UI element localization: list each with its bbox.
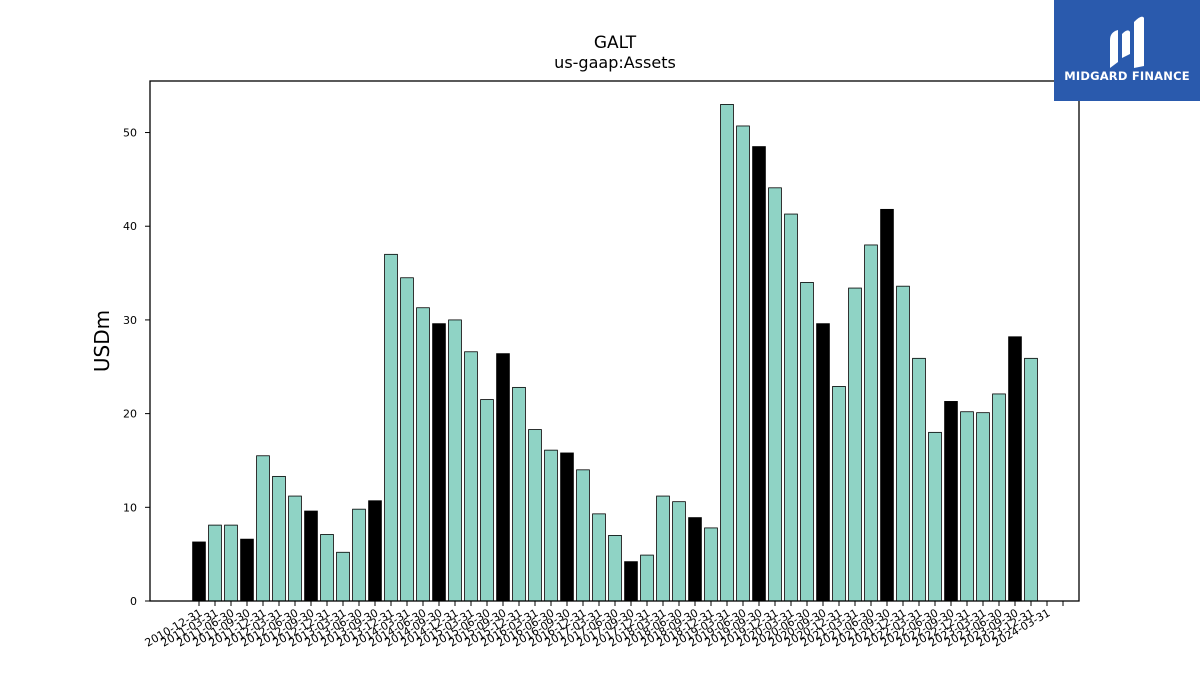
chart-subtitle: us-gaap:Assets — [554, 53, 676, 72]
bar-2016-06-30 — [544, 449, 558, 602]
bar-2023-03-31 — [976, 412, 990, 602]
bar-2022-09-30 — [944, 401, 958, 602]
bar-2013-12-31 — [384, 253, 398, 602]
bar-2011-09-30 — [240, 538, 254, 602]
bars-group — [192, 104, 1038, 602]
bar-2014-06-30 — [416, 307, 430, 602]
y-tick-label: 20 — [123, 408, 137, 421]
bar-2013-09-30 — [368, 500, 382, 602]
midgard-logo-icon — [1110, 16, 1144, 69]
y-tick-label: 10 — [123, 501, 137, 514]
bar-2022-12-31 — [960, 411, 974, 602]
bar-2021-03-31 — [848, 287, 862, 602]
x-axis-ticks: 2010-12-312011-03-312011-06-302011-09-30… — [143, 601, 1064, 650]
bar-2023-06-30 — [992, 393, 1006, 602]
bar-2012-06-30 — [288, 495, 302, 602]
bar-2014-09-30 — [432, 323, 446, 602]
y-axis-ticks: 0 10 20 30 40 50 — [123, 127, 150, 608]
bar-2023-09-30 — [1008, 336, 1022, 602]
bar-2018-09-30 — [688, 517, 702, 602]
bar-2018-06-30 — [672, 501, 686, 602]
chart-title: GALT — [594, 33, 637, 53]
bar-2017-03-31 — [592, 513, 606, 602]
bar-2012-03-31 — [272, 475, 286, 602]
bar-2019-06-30 — [736, 125, 750, 602]
bar-2015-12-31 — [512, 386, 526, 602]
bar-2016-03-31 — [528, 429, 542, 602]
bar-2015-06-30 — [480, 399, 494, 602]
bar-2022-03-31 — [912, 357, 926, 602]
plot-frame — [149, 80, 1080, 602]
bar-2017-06-30 — [608, 535, 622, 602]
bar-2016-12-31 — [576, 469, 590, 602]
y-axis-label: USDm — [90, 310, 114, 372]
bar-2022-06-30 — [928, 431, 942, 602]
bar-2020-12-31 — [832, 386, 846, 602]
y-tick-label: 40 — [123, 220, 137, 233]
bar-2021-09-30 — [880, 208, 894, 602]
bar-2019-03-31 — [720, 104, 734, 602]
bar-2021-12-31 — [896, 285, 910, 602]
bar-2011-12-31 — [256, 455, 270, 602]
brand-logo: MIDGARD FINANCE — [1054, 0, 1200, 101]
bar-2017-09-30 — [624, 561, 638, 602]
bar-2019-12-31 — [768, 187, 782, 602]
bar-2018-12-31 — [704, 527, 718, 602]
brand-name: MIDGARD FINANCE — [1064, 69, 1190, 83]
bar-2014-12-31 — [448, 319, 462, 602]
bar-2021-06-30 — [864, 244, 878, 602]
y-tick-label: 0 — [130, 595, 137, 608]
bar-2013-03-31 — [336, 551, 350, 602]
bar-2023-12-31 — [1024, 357, 1038, 602]
bar-2012-09-30 — [304, 510, 318, 602]
bar-2020-09-30 — [816, 323, 830, 602]
bar-2020-06-30 — [800, 282, 814, 602]
bar-2011-06-30 — [224, 524, 238, 602]
bar-2014-03-31 — [400, 277, 414, 602]
y-tick-label: 30 — [123, 314, 137, 327]
bar-2010-12-31 — [192, 541, 206, 602]
bar-2019-09-30 — [752, 146, 766, 602]
bar-2016-09-30 — [560, 452, 574, 602]
bar-2012-12-31 — [320, 534, 334, 602]
bar-2017-12-31 — [640, 554, 654, 602]
bar-2011-03-31 — [208, 524, 222, 602]
bar-2015-09-30 — [496, 353, 510, 602]
bar-2018-03-31 — [656, 495, 670, 602]
y-tick-label: 50 — [123, 127, 137, 140]
bar-2013-06-30 — [352, 508, 366, 602]
bar-2015-03-31 — [464, 351, 478, 602]
bar-2020-03-31 — [784, 213, 798, 602]
